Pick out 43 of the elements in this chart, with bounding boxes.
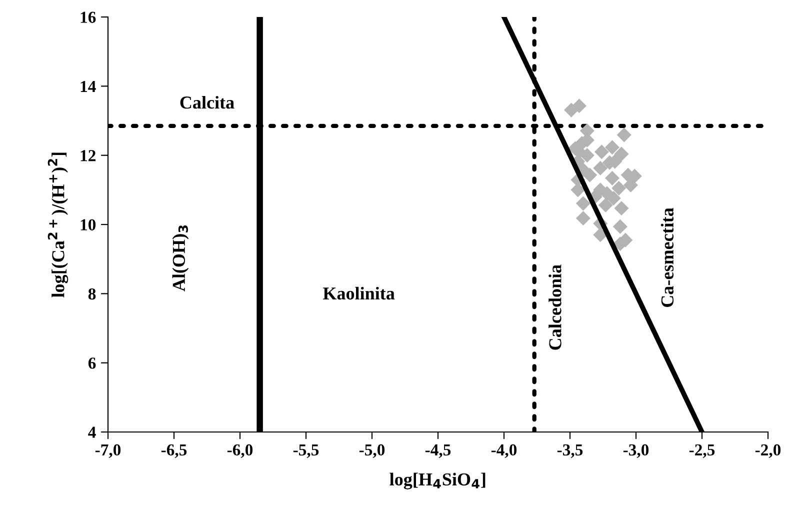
annotation: Calcedonia [548, 264, 562, 350]
x-tick-label: -2,0 [755, 444, 781, 458]
point [623, 178, 638, 192]
point [606, 190, 621, 206]
x-axis-title: log[H$_{4}$SiO$_{4}$] [390, 472, 486, 490]
point [576, 210, 590, 226]
point [604, 140, 620, 155]
x-tick-label: -5,5 [293, 444, 319, 458]
point [612, 180, 626, 196]
point [616, 128, 632, 142]
x-tick-label: -5,0 [359, 444, 385, 458]
point [572, 98, 587, 114]
y-tick-label: 14 [80, 80, 96, 92]
point [612, 219, 628, 234]
annotation: Calcita [180, 96, 234, 109]
y-tick-label: 12 [80, 150, 96, 162]
point [614, 200, 629, 216]
x-tick-label: -3,5 [557, 444, 583, 458]
y-tick-label: 10 [80, 219, 96, 230]
x-tick-label: -4,5 [425, 444, 451, 458]
point [576, 196, 590, 211]
annotation: Kaolinita [322, 286, 395, 300]
y-axis-title: log[(Ca$^{2+}$)/(H$^{+}$)$^{2}$] [48, 152, 68, 298]
x-tick-label: -2,5 [689, 444, 715, 458]
x-tick-label: -6,5 [161, 444, 187, 458]
point [580, 148, 594, 163]
point [593, 228, 608, 242]
x-tick-label: -3,0 [623, 444, 649, 458]
y-tick-label: 8 [88, 288, 96, 300]
y-tick-label: 16 [80, 12, 96, 23]
point [598, 198, 613, 212]
point [582, 168, 598, 182]
annotation: Al(OH)$_{3}$ [172, 225, 189, 292]
point [594, 144, 609, 160]
y-tick-label: 6 [88, 358, 96, 369]
point [614, 146, 629, 162]
annotation: Ca-esmectita [660, 208, 674, 307]
x-tick-label: -6,0 [227, 444, 253, 458]
point [593, 160, 608, 176]
y-tick-label: 4 [88, 426, 96, 438]
x-tick-label: -7,0 [95, 444, 121, 458]
x-tick-label: -4,0 [491, 444, 517, 458]
point [604, 170, 620, 186]
